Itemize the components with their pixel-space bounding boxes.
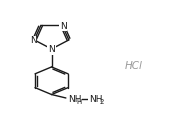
Text: NH: NH [68, 95, 81, 104]
Text: HCl: HCl [125, 61, 143, 71]
Text: 2: 2 [99, 99, 104, 105]
Text: N: N [30, 36, 37, 45]
Text: H: H [76, 99, 82, 105]
Text: N: N [48, 46, 55, 55]
Text: NH: NH [89, 95, 102, 104]
Text: N: N [60, 22, 67, 31]
